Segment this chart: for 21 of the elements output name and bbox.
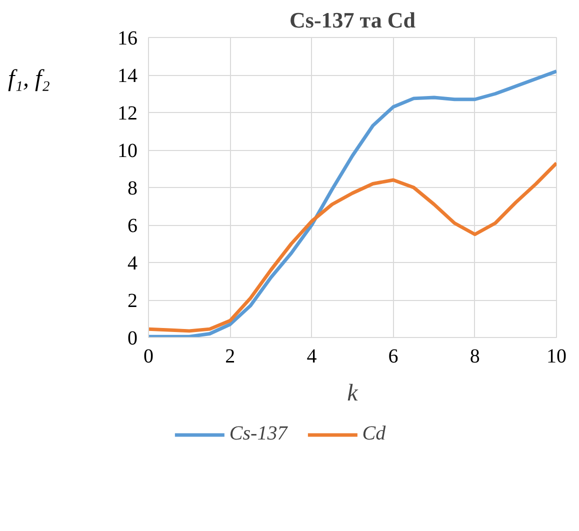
y-tick-label: 0 [128,328,138,350]
y-axis-title: f₁, f₂ [8,65,50,94]
y-tick-label: 12 [118,102,138,124]
y-tick-label: 4 [128,252,138,274]
x-tick-label: 4 [306,346,317,368]
x-axis-title: k [347,380,358,406]
x-tick-label: 6 [388,346,398,368]
x-tick-label: 8 [470,346,480,368]
x-tick-label: 2 [225,346,236,368]
y-tick-label: 16 [118,28,138,50]
y-tick-label: 8 [128,178,138,200]
chart-title: Cs-137 та Cd [290,8,416,32]
legend-label: Cd [362,422,386,446]
y-tick-label: 2 [128,290,138,312]
x-tick-label: 10 [546,346,566,368]
y-tick-label: 6 [128,215,138,237]
line-series [148,161,556,333]
y-tick-label: 10 [118,140,138,162]
x-tick-label: 0 [144,346,154,368]
y-tick-label: 14 [118,65,138,87]
legend-label: Cs-137 [229,422,288,446]
